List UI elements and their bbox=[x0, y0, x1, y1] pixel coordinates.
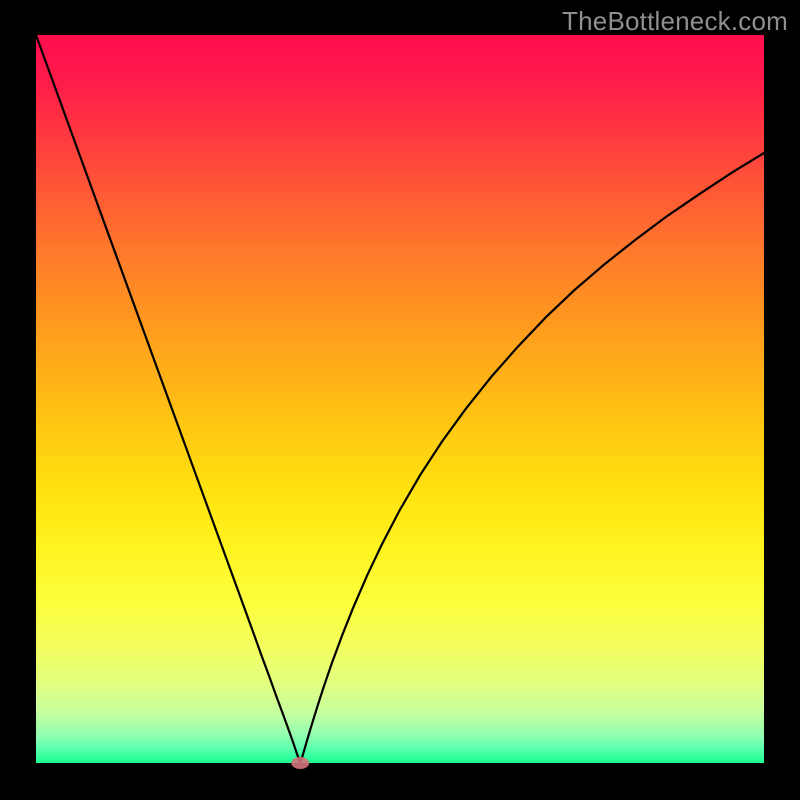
optimal-point-marker bbox=[291, 757, 309, 769]
chart-container: TheBottleneck.com bbox=[0, 0, 800, 800]
bottleneck-curve-plot bbox=[0, 0, 800, 800]
plot-background bbox=[36, 35, 764, 763]
